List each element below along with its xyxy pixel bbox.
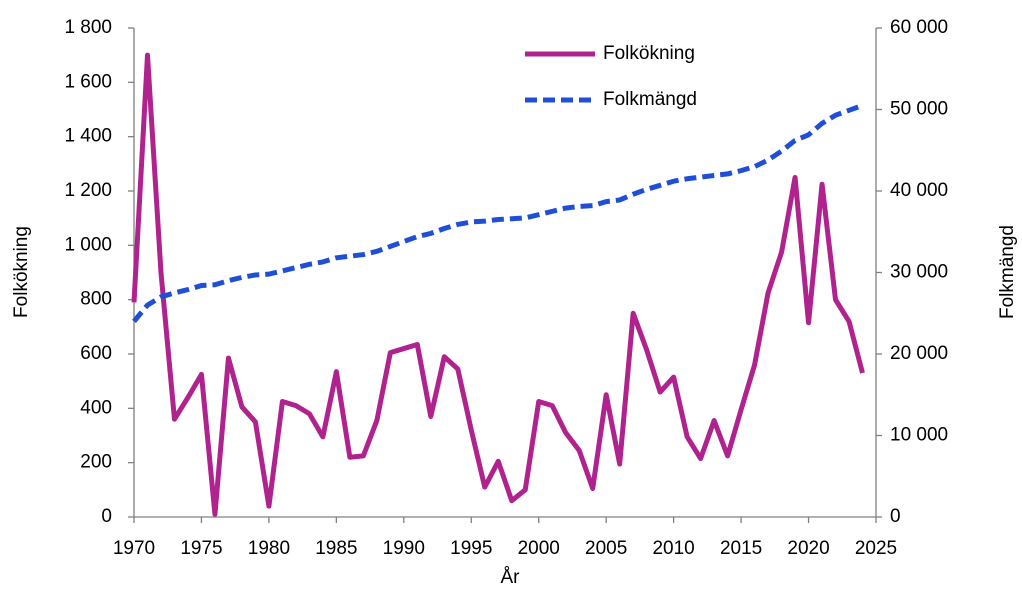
y-tick-label: 800 <box>80 289 112 310</box>
x-axis-label: År <box>501 567 521 588</box>
legend-label: Folkökning <box>603 43 695 64</box>
x-tick-label: 1990 <box>383 538 425 559</box>
y2-tick-label: 20 000 <box>890 343 948 364</box>
series-line <box>131 52 865 517</box>
x-tick-label: 1985 <box>315 538 357 559</box>
y2-tick-label: 40 000 <box>890 180 948 201</box>
y-tick-label: 200 <box>80 452 112 473</box>
legend-label: Folkmängd <box>603 89 697 110</box>
x-tick-label: 2000 <box>518 538 560 559</box>
x-tick-label: 2020 <box>787 538 829 559</box>
y-tick-label: 1 600 <box>64 71 112 92</box>
y2-axis-label: Folkmängd <box>997 225 1018 319</box>
y2-tick-label: 50 000 <box>890 99 948 120</box>
y-tick-label: 1 000 <box>64 234 112 255</box>
y-tick-label: 600 <box>80 343 112 364</box>
y2-tick-label: 60 000 <box>890 17 948 38</box>
y-tick-label: 1 400 <box>64 126 112 147</box>
x-tick-label: 1975 <box>180 538 222 559</box>
y-axis-label: Folkökning <box>11 226 32 318</box>
x-tick-label: 1995 <box>450 538 492 559</box>
series-line <box>132 103 864 323</box>
y2-tick-label: 10 000 <box>890 425 948 446</box>
y2-tick-label: 0 <box>890 506 901 527</box>
y-tick-label: 400 <box>80 397 112 418</box>
y-tick-label: 1 800 <box>64 17 112 38</box>
y-tick-label: 1 200 <box>64 180 112 201</box>
x-tick-label: 2005 <box>585 538 627 559</box>
y-tick-label: 0 <box>101 506 112 527</box>
x-tick-label: 1970 <box>113 538 155 559</box>
x-tick-label: 2010 <box>652 538 694 559</box>
x-tick-label: 2025 <box>855 538 897 559</box>
y2-tick-label: 30 000 <box>890 262 948 283</box>
x-tick-label: 2015 <box>720 538 762 559</box>
x-tick-label: 1980 <box>248 538 290 559</box>
